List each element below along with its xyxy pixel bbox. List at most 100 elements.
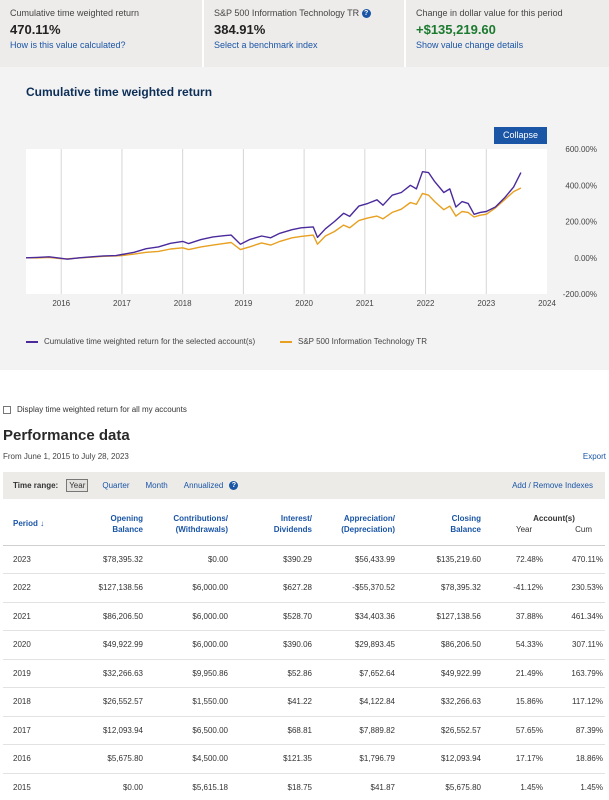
add-remove-indexes-link[interactable]: Add / Remove Indexes bbox=[512, 481, 593, 490]
value-change-value: +$135,219.60 bbox=[416, 22, 496, 37]
benchmark-value: 384.91% bbox=[214, 22, 266, 37]
benchmark-box: S&P 500 Information Technology TR ? 384.… bbox=[204, 0, 404, 67]
appreciation-cell: $7,889.82 bbox=[312, 716, 395, 745]
year-return-cell: 17.17% bbox=[481, 744, 543, 774]
cum-return-cell: 117.12% bbox=[543, 687, 605, 717]
interest-cell: $68.81 bbox=[228, 716, 312, 745]
cumulative-return-label: Cumulative time weighted return bbox=[10, 8, 140, 18]
time-range-label: Time range: bbox=[13, 481, 59, 490]
appreciation-cell: $7,652.64 bbox=[312, 659, 395, 688]
summary-bar: Cumulative time weighted return 470.11% … bbox=[0, 0, 609, 67]
x-tick-label: 2016 bbox=[52, 299, 70, 308]
opening-balance-cell: $26,552.57 bbox=[53, 687, 143, 717]
y-tick-label: 200.00% bbox=[565, 218, 597, 227]
interest-cell: $52.86 bbox=[228, 659, 312, 688]
export-link[interactable]: Export bbox=[582, 452, 606, 461]
time-range-bar: Time range: Year Quarter Month Annualize… bbox=[3, 472, 605, 499]
cum-header[interactable]: Cum bbox=[575, 524, 592, 534]
benchmark-label: S&P 500 Information Technology TR bbox=[214, 8, 360, 18]
period-header[interactable]: Period ↓ bbox=[3, 503, 53, 546]
all-accounts-checkbox[interactable] bbox=[3, 405, 11, 414]
collapse-button[interactable]: Collapse bbox=[494, 127, 547, 144]
x-tick-label: 2024 bbox=[538, 299, 556, 308]
opening-balance-cell: $5,675.80 bbox=[53, 744, 143, 774]
select-benchmark-link[interactable]: Select a benchmark index bbox=[214, 40, 318, 50]
table-row: 2022 $127,138.56 $6,000.00 $627.28 -$55,370.… bbox=[3, 573, 605, 603]
closing-balance-cell: $12,093.94 bbox=[395, 744, 481, 774]
x-tick-label: 2020 bbox=[295, 299, 313, 308]
closing-balance-cell: $49,922.99 bbox=[395, 659, 481, 688]
y-tick-label: -200.00% bbox=[563, 290, 597, 299]
appreciation-header[interactable]: Appreciation/(Depreciation) bbox=[312, 503, 395, 546]
closing-balance-cell: $86,206.50 bbox=[395, 630, 481, 660]
y-tick-label: 400.00% bbox=[565, 181, 597, 190]
legend-benchmark-label: S&P 500 Information Technology TR bbox=[298, 337, 427, 346]
period-cell: 2019 bbox=[3, 659, 53, 688]
table-row: 2021 $86,206.50 $6,000.00 $528.70 $34,403.36… bbox=[3, 602, 605, 631]
table-row: 2023 $78,395.32 $0.00 $390.29 $56,433.99 $135… bbox=[3, 545, 605, 574]
chart-title: Cumulative time weighted return bbox=[26, 85, 213, 99]
closing-balance-cell: $127,138.56 bbox=[395, 602, 481, 631]
interest-header[interactable]: Interest/Dividends bbox=[228, 503, 312, 546]
value-change-label: Change in dollar value for this period bbox=[416, 8, 563, 18]
period-cell: 2016 bbox=[3, 744, 53, 774]
cumulative-return-value: 470.11% bbox=[10, 22, 61, 37]
x-tick-label: 2022 bbox=[417, 299, 435, 308]
opening-balance-cell: $127,138.56 bbox=[53, 573, 143, 603]
time-range-annualized[interactable]: Annualized bbox=[183, 481, 224, 490]
interest-cell: $528.70 bbox=[228, 602, 312, 631]
time-range-quarter[interactable]: Quarter bbox=[102, 481, 130, 490]
sort-down-icon[interactable]: ↓ bbox=[40, 519, 45, 529]
year-return-cell: -41.12% bbox=[481, 573, 543, 603]
cum-return-cell: 307.11% bbox=[543, 630, 605, 660]
x-tick-label: 2019 bbox=[234, 299, 252, 308]
opening-balance-cell: $86,206.50 bbox=[53, 602, 143, 631]
contributions-cell: $6,000.00 bbox=[143, 573, 228, 603]
question-icon[interactable]: ? bbox=[361, 9, 371, 18]
return-chart: 2016 2017 2018 2019 2020 2021 2022 2023 2024 600… bbox=[25, 145, 597, 308]
appreciation-cell: $4,122.84 bbox=[312, 687, 395, 717]
interest-cell: $18.75 bbox=[228, 773, 312, 800]
year-return-cell: 37.88% bbox=[481, 602, 543, 631]
opening-balance-cell: $12,093.94 bbox=[53, 716, 143, 745]
x-tick-label: 2021 bbox=[356, 299, 374, 308]
appreciation-cell: $29,893.45 bbox=[312, 630, 395, 660]
question-icon[interactable]: ? bbox=[229, 481, 239, 490]
table-header-row: Period ↓ Opening Balance Contributions/(W… bbox=[3, 503, 605, 546]
table-row: 2018 $26,552.57 $1,550.00 $41.22 $4,122.84 $3… bbox=[3, 687, 605, 717]
legend-account: Cumulative time weighted return for the … bbox=[26, 337, 255, 346]
date-range: From June 1, 2015 to July 28, 2023 bbox=[3, 452, 129, 461]
contributions-cell: $5,615.18 bbox=[143, 773, 228, 800]
contributions-header[interactable]: Contributions/(Withdrawals) bbox=[143, 503, 228, 546]
cum-return-cell: 163.79% bbox=[543, 659, 605, 688]
cumulative-return-box: Cumulative time weighted return 470.11% … bbox=[0, 0, 202, 67]
show-change-details-link[interactable]: Show value change details bbox=[416, 40, 524, 50]
time-range-year[interactable]: Year bbox=[66, 479, 89, 492]
year-return-cell: 15.86% bbox=[481, 687, 543, 717]
cum-return-cell: 87.39% bbox=[543, 716, 605, 745]
value-change-box: Change in dollar value for this period +… bbox=[406, 0, 609, 67]
contributions-cell: $0.00 bbox=[143, 545, 228, 574]
performance-table: Period ↓ Opening Balance Contributions/(W… bbox=[3, 503, 605, 800]
year-header[interactable]: Year bbox=[516, 524, 533, 534]
y-tick-label: 0.00% bbox=[574, 254, 597, 263]
closing-balance-cell: $32,266.63 bbox=[395, 687, 481, 717]
table-row: 2015 $0.00 $5,615.18 $18.75 $41.87 $5,675.80 1… bbox=[3, 773, 605, 800]
all-accounts-option[interactable]: Display time weighted return for all my … bbox=[3, 405, 187, 414]
interest-cell: $627.28 bbox=[228, 573, 312, 603]
cum-return-cell: 18.86% bbox=[543, 744, 605, 774]
y-tick-label: 600.00% bbox=[565, 145, 597, 154]
cum-return-cell: 230.53% bbox=[543, 573, 605, 603]
how-calculated-link[interactable]: How is this value calculated? bbox=[10, 40, 126, 50]
time-range-month[interactable]: Month bbox=[145, 481, 168, 490]
period-cell: 2023 bbox=[3, 545, 53, 574]
all-accounts-label: Display time weighted return for all my … bbox=[17, 405, 187, 414]
cum-return-cell: 470.11% bbox=[543, 545, 605, 574]
year-return-cell: 1.45% bbox=[481, 773, 543, 800]
closing-balance-cell: $135,219.60 bbox=[395, 545, 481, 574]
contributions-cell: $6,000.00 bbox=[143, 630, 228, 660]
closing-balance-header[interactable]: Closing Balance bbox=[395, 503, 481, 546]
period-cell: 2021 bbox=[3, 602, 53, 631]
contributions-cell: $6,500.00 bbox=[143, 716, 228, 745]
opening-balance-header[interactable]: Opening Balance bbox=[53, 503, 143, 546]
